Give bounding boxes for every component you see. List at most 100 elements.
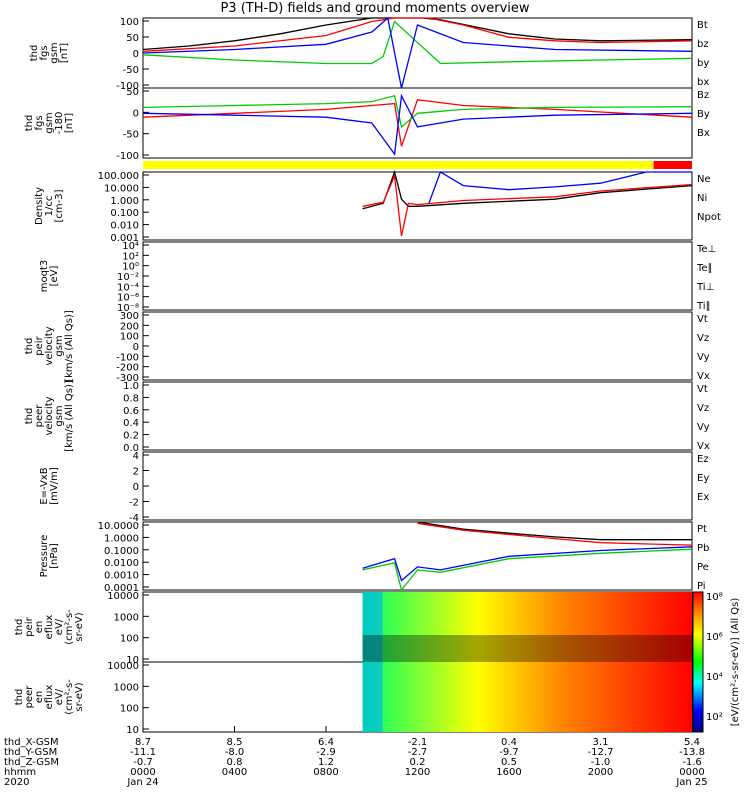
ylabel-line: peer (24, 685, 35, 709)
ytick-label: -300 (116, 373, 139, 384)
ytick-label: 100.000 (98, 171, 139, 182)
ytick-label: -50 (123, 130, 139, 141)
status-bar-red (653, 161, 692, 169)
ytick-label: 4 (133, 451, 139, 462)
ytick-label: 0.100 (110, 208, 139, 219)
legend-bz: bz (697, 39, 709, 50)
ytick-label: 0.1000 (104, 546, 139, 557)
ylabel-line: eV/ (54, 688, 65, 705)
ylabel-line: [mV/m] (49, 467, 60, 505)
legend-Ey: Ey (697, 473, 709, 484)
ylabel-line: gsm (54, 335, 65, 356)
legend-Vy: Vy (697, 422, 710, 433)
ytick-label: -100 (116, 352, 139, 363)
ytick-label: 0 (133, 342, 139, 353)
panel-frame-temperature (142, 241, 693, 311)
colorbar-tick: 10⁴ (706, 672, 723, 683)
ylabel-line: -180 (54, 112, 65, 135)
ylabel-line: [eV] (49, 266, 60, 287)
ylabel-line: peir (24, 616, 35, 636)
ytick-label: 0.8 (123, 393, 139, 404)
series-pressure-Pi (362, 546, 693, 582)
legend-Vz: Vz (697, 403, 709, 414)
time-axis-row-label: thd_X-GSM (4, 737, 59, 748)
colorbar (692, 591, 704, 733)
ylabel-line: (cm²-s- (64, 609, 75, 645)
legend-Ex: Ex (697, 492, 709, 503)
panel-frame-pressure (142, 521, 693, 591)
ytick-label: 1.0000 (104, 533, 139, 544)
time-axis-value: 0.5 (501, 757, 517, 768)
ytick-label: 10 (126, 655, 139, 666)
ylabel-line: [cm-3] (54, 189, 65, 222)
time-axis-value: -2.9 (316, 747, 336, 758)
series-fgs_gsm-bz (142, 17, 693, 52)
ytick-label: 200 (120, 321, 139, 332)
ylabel-line: gsm (54, 405, 65, 426)
ylabel-line: [nT] (64, 113, 75, 133)
ylabel-line: thd (24, 338, 35, 355)
panel-frame-peer_velocity (142, 381, 693, 451)
ylabel-line: fgs (39, 45, 50, 60)
colorbar-label: [eV/(cm²-s-sr-eV)] (All Qs) (730, 598, 741, 727)
ytick-label: -2 (129, 498, 139, 509)
legend-Ni: Ni (697, 193, 707, 204)
ytick-label: 2 (133, 467, 139, 478)
time-axis-value: Jan 25 (675, 777, 707, 788)
ytick-label: 10.0000 (98, 521, 139, 532)
time-axis-row-label: 2020 (4, 777, 29, 788)
ylabel-line: gsm (49, 42, 60, 63)
ytick-label: 1.0 (123, 381, 139, 392)
ylabel-line: eV/ (54, 618, 65, 635)
ylabel-line: [nT] (59, 43, 70, 63)
time-axis-value: Jan 24 (126, 777, 158, 788)
legend-Vx: Vx (697, 441, 710, 452)
ylabel-line: moqt3 (39, 260, 50, 293)
ytick-label: 50 (126, 33, 139, 44)
time-axis-value: -11.1 (130, 747, 156, 758)
legend-bx: bx (697, 77, 709, 88)
series-fgs_gsm_clip-Bx (142, 93, 693, 156)
ylabel-line: [km/s (All Qs)] (64, 380, 75, 452)
ylabel-line: fgs (34, 115, 45, 130)
spectrogram-onset (362, 592, 383, 662)
ytick-label: 0.2 (123, 431, 139, 442)
panel-frame-fgs_gsm (142, 17, 693, 89)
ylabel-line: en (34, 621, 45, 634)
time-axis-value: 3.1 (593, 737, 609, 748)
legend-Te⊥: Te⊥ (696, 244, 716, 255)
series-fgs_gsm-by (142, 20, 693, 65)
ylabel-line: en (34, 691, 45, 704)
ytick-label: 10⁰ (122, 262, 139, 273)
ytick-label: -100 (116, 151, 139, 162)
legend-Vt: Vt (697, 384, 708, 395)
legend-Vy: Vy (697, 352, 710, 363)
legend-Ti⊥: Ti⊥ (696, 282, 714, 293)
ylabel-line: eflux (44, 615, 55, 640)
colorbar-tick: 10⁶ (706, 632, 723, 643)
time-axis-value: 8.7 (135, 737, 151, 748)
ylabel-line: thd (14, 619, 25, 636)
ytick-label: 10⁻² (117, 272, 139, 283)
ylabel-line: E=-VxB (39, 467, 50, 504)
ytick-label: 100 (120, 17, 139, 28)
legend-by: by (697, 58, 709, 69)
spectrogram-onset (362, 662, 383, 732)
chart-title: P3 (TH-D) fields and ground moments over… (220, 1, 530, 16)
ytick-label: 300 (120, 311, 139, 322)
ylabel-line: thd (24, 115, 35, 132)
colorbar-tick: 10⁸ (706, 592, 723, 603)
ytick-label: 0.6 (123, 406, 139, 417)
ytick-label: 100 (120, 634, 139, 645)
time-axis-value: -13.8 (679, 747, 705, 758)
legend-Vx: Vx (697, 371, 710, 382)
ytick-label: 10⁻⁶ (117, 293, 139, 304)
ylabel-line: (cm²-s- (64, 679, 75, 715)
time-axis-value: 0000 (679, 767, 704, 778)
ylabel-line: velocity (44, 396, 55, 435)
ytick-label: 0.0 (123, 443, 139, 454)
time-axis-value: 5.4 (684, 737, 700, 748)
legend-Bx: Bx (697, 128, 710, 139)
ytick-label: 1000 (114, 612, 139, 623)
